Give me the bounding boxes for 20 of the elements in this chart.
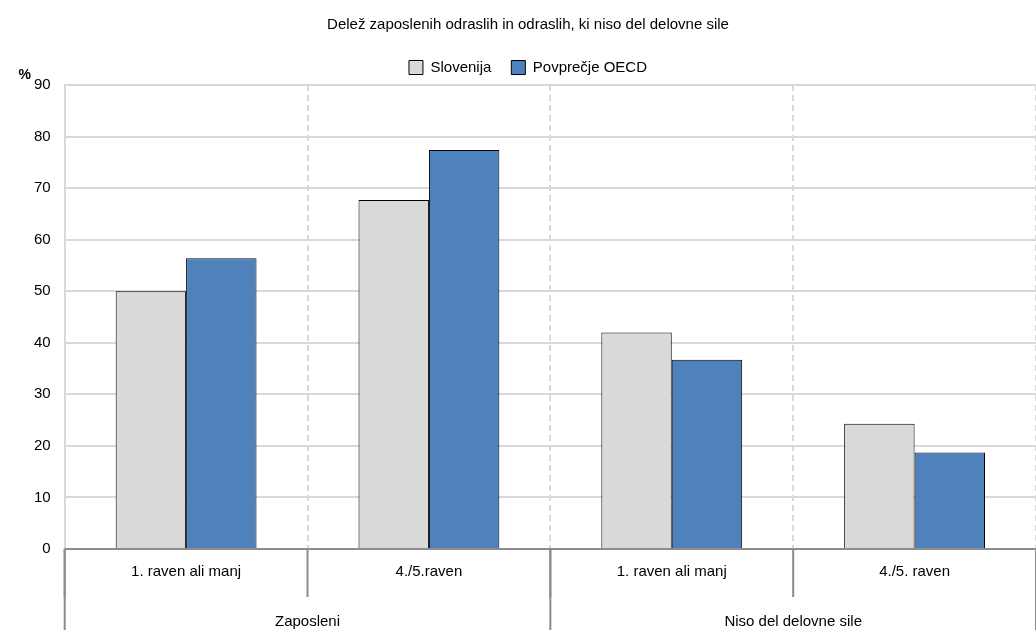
y-tick-label: 30 <box>34 384 51 402</box>
y-tick-label: 60 <box>34 229 51 247</box>
x-tick-label: 4./5.raven <box>395 562 463 580</box>
y-tick-label: 50 <box>34 281 51 299</box>
y-tick-label: 0 <box>42 539 51 557</box>
legend-label: Povprečje OECD <box>532 57 648 75</box>
y-tick-label: 40 <box>34 332 51 350</box>
text: Zaposleni <box>274 612 341 630</box>
x-tick-label: 1. raven ali manj <box>131 562 242 580</box>
x-tick-label: 1. raven ali manj <box>616 562 727 580</box>
y-tick-label: 10 <box>34 487 51 505</box>
y-tick-label: 90 <box>34 75 51 93</box>
legend-label: Slovenija <box>430 57 492 75</box>
y-axis-title: % <box>18 65 32 82</box>
chart-title: Delež zaposlenih odraslih in odraslih, ki niso del delovne sile <box>327 15 729 33</box>
y-tick-label: 80 <box>34 126 51 144</box>
x-tick-label: 4./5. raven <box>879 562 951 580</box>
y-tick-label: 20 <box>34 436 51 454</box>
text: Niso del delovne sile <box>724 612 862 630</box>
y-tick-label: 70 <box>34 178 51 196</box>
